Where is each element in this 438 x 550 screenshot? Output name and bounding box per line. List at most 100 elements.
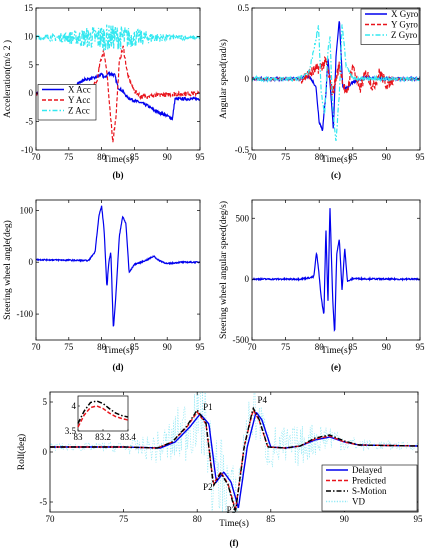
x-tick-label: 70 bbox=[32, 152, 42, 162]
y-axis-label: Acceleration(m/s 2 ) bbox=[2, 40, 13, 118]
legend-entry: Z Acc bbox=[68, 106, 90, 116]
chart-b: 70 75 80 85 90 95 -10 -5 0 5 10 15 Time(s) Accelerati… bbox=[2, 3, 205, 180]
series-line-e bbox=[252, 208, 420, 333]
x-axis-label: Time(s) bbox=[219, 518, 249, 529]
y-tick-label: 100 bbox=[20, 205, 34, 215]
x-axis-label: Time(s) bbox=[103, 154, 133, 165]
x-tick-label: 80 bbox=[97, 152, 107, 162]
x-tick-label: 90 bbox=[163, 152, 173, 162]
x-tick-label: 70 bbox=[32, 342, 42, 352]
inset: 83 83.2 83.4 3.5 4 bbox=[65, 395, 136, 442]
series-line-y-acc bbox=[36, 45, 200, 143]
series-group bbox=[36, 205, 200, 327]
x-tick-label: 95 bbox=[416, 152, 426, 162]
x-tick-label: 90 bbox=[382, 342, 392, 352]
annotation-label: P3 bbox=[227, 505, 237, 515]
legend-entry: Delayed bbox=[352, 465, 382, 475]
panel-caption: (d) bbox=[113, 362, 124, 372]
plot-frame bbox=[251, 199, 421, 341]
y-tick-label: -5 bbox=[26, 117, 34, 127]
legend-entry: Predicted bbox=[352, 476, 386, 486]
x-axis-label: Time(s) bbox=[103, 345, 133, 356]
series-line-z-acc bbox=[36, 24, 200, 51]
inset-x-tick-label: 83.2 bbox=[95, 432, 111, 442]
y-tick-label: -5 bbox=[40, 497, 48, 507]
x-tick-label: 75 bbox=[119, 514, 129, 524]
y-axis-label: Steering wheel angle(deg) bbox=[2, 220, 13, 320]
x-tick-label: 95 bbox=[196, 152, 206, 162]
legend-entry: VD bbox=[352, 497, 365, 507]
series-group bbox=[252, 21, 420, 142]
inset-y-tick-label: 3.5 bbox=[65, 426, 77, 436]
x-tick-label: 70 bbox=[248, 152, 258, 162]
series-line-d bbox=[36, 205, 200, 327]
y-tick-label: 5 bbox=[29, 60, 34, 70]
legend-entry: X Acc bbox=[68, 85, 91, 95]
legend-entry: Y Gyro bbox=[391, 20, 418, 30]
y-tick-label: 0 bbox=[245, 274, 250, 284]
annotation-label: P4 bbox=[258, 395, 268, 405]
chart-c: 70 75 80 85 90 95 -0.5 0 0.5 Time(s) Angular speed… bbox=[218, 3, 425, 180]
inset-x-tick-label: 83.4 bbox=[120, 432, 136, 442]
inset-x-tick-label: 83 bbox=[74, 432, 84, 442]
legend-entry: S-Motion bbox=[352, 486, 387, 496]
legend-entry: Y Acc bbox=[68, 95, 90, 105]
x-tick-label: 70 bbox=[46, 514, 56, 524]
panel-caption: (e) bbox=[331, 362, 341, 372]
annotation-label: P1 bbox=[203, 402, 213, 412]
inset-y-tick-label: 4 bbox=[72, 401, 77, 411]
x-tick-label: 90 bbox=[340, 514, 350, 524]
chart-e: 70 75 80 85 90 95 -500 0 500 Time(s) Steering whee… bbox=[218, 199, 426, 372]
annotation-label: P2 bbox=[203, 482, 213, 492]
panel-caption: (b) bbox=[113, 170, 124, 180]
x-tick-label: 80 bbox=[315, 342, 325, 352]
plot-frame bbox=[35, 199, 201, 341]
series-group bbox=[36, 24, 200, 143]
x-tick-label: 75 bbox=[64, 152, 74, 162]
series-line-predicted bbox=[50, 408, 418, 509]
x-tick-label: 80 bbox=[315, 152, 325, 162]
y-axis-label: Steering wheel angular speed(deg/s) bbox=[218, 201, 229, 339]
y-tick-label: 0 bbox=[29, 88, 34, 98]
legend-box bbox=[37, 84, 97, 121]
inset-series-line bbox=[77, 405, 129, 428]
legend-box bbox=[321, 464, 418, 512]
x-tick-label: 85 bbox=[266, 514, 276, 524]
x-tick-label: 95 bbox=[414, 514, 424, 524]
y-tick-label: 0.5 bbox=[238, 3, 250, 13]
series-line-z-gyro bbox=[252, 24, 420, 142]
y-tick-label: 0 bbox=[29, 257, 34, 267]
y-axis-label: Roll(deg) bbox=[16, 434, 27, 470]
y-tick-label: 500 bbox=[236, 213, 250, 223]
chart-f: 70 75 80 85 90 95 -5 0 5 Time(s) Roll(deg) (f) Delay… bbox=[16, 391, 424, 548]
series-group bbox=[252, 208, 420, 333]
y-tick-label: -0.5 bbox=[235, 145, 250, 155]
y-tick-label: 0 bbox=[245, 74, 250, 84]
x-tick-label: 90 bbox=[163, 342, 173, 352]
y-tick-label: 10 bbox=[24, 31, 34, 41]
panel-caption: (c) bbox=[331, 170, 341, 180]
inset-frame bbox=[77, 395, 129, 432]
series-line-vd bbox=[50, 392, 418, 512]
x-tick-label: 90 bbox=[382, 152, 392, 162]
legend-box bbox=[360, 8, 420, 45]
x-tick-label: 95 bbox=[416, 342, 426, 352]
x-tick-label: 75 bbox=[281, 152, 291, 162]
legend-entry: X Gyro bbox=[391, 9, 419, 19]
y-tick-label: -500 bbox=[233, 335, 250, 345]
x-tick-label: 95 bbox=[196, 342, 206, 352]
x-tick-label: 80 bbox=[193, 514, 203, 524]
x-tick-label: 75 bbox=[64, 342, 74, 352]
x-axis-label: Time(s) bbox=[321, 154, 351, 165]
y-tick-label: -10 bbox=[21, 145, 33, 155]
series-group bbox=[50, 392, 418, 512]
x-tick-label: 75 bbox=[281, 342, 291, 352]
panel-caption: (f) bbox=[230, 538, 239, 548]
x-tick-label: 85 bbox=[348, 152, 358, 162]
x-axis-label: Time(s) bbox=[321, 345, 351, 356]
x-tick-label: 70 bbox=[248, 342, 258, 352]
